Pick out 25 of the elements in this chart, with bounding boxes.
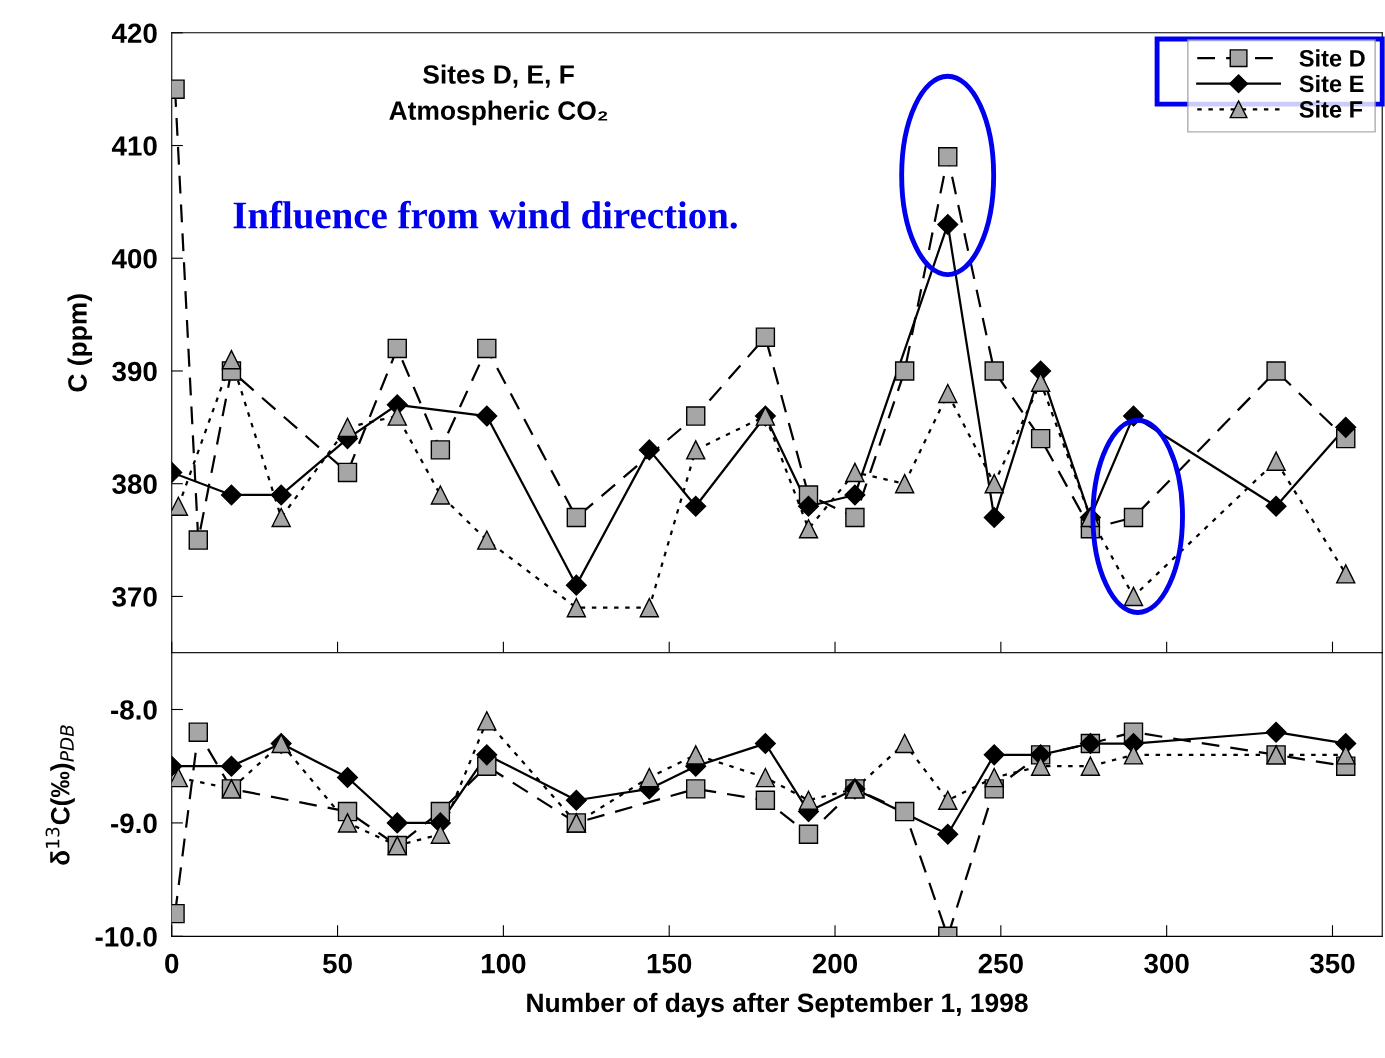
y-tick-label: 410 <box>111 136 157 156</box>
y-tick-label: 420 <box>111 23 157 44</box>
y-tick-label: 380 <box>112 474 157 495</box>
y-tick-label: 400 <box>111 248 157 269</box>
y-axis-title: C (ppm) <box>67 294 93 392</box>
x-tick-label: 250 <box>978 953 1023 974</box>
legend-label: Site E <box>1299 74 1364 93</box>
x-tick-label: 350 <box>1309 953 1355 974</box>
x-tick-label: 300 <box>1144 953 1189 974</box>
y-tick-label: 370 <box>112 587 157 607</box>
y-axis-title: δ$^{13}$C(‰)$_{PDB}$ <box>45 725 75 865</box>
x-tick-label: 50 <box>322 953 352 974</box>
y-tick-label: 390 <box>112 361 157 382</box>
x-tick-label: 0 <box>165 953 179 974</box>
x-tick-label: 200 <box>812 953 858 974</box>
x-tick-label: 150 <box>647 953 692 974</box>
y-tick-label: -9.0 <box>111 813 157 834</box>
legend-label: Site D <box>1299 49 1365 67</box>
y-tick-label: -8.0 <box>111 700 157 720</box>
text: Sites D, E, F Atmospheric CO₂ <box>389 64 608 126</box>
y-tick-label: -10.0 <box>95 927 157 947</box>
x-tick-label: 100 <box>481 953 526 974</box>
annotation: Influence from wind direction. <box>233 200 737 229</box>
legend-label: Site F <box>1299 100 1363 118</box>
x-axis-title: Number of days after September 1, 1998 <box>527 992 1028 1018</box>
